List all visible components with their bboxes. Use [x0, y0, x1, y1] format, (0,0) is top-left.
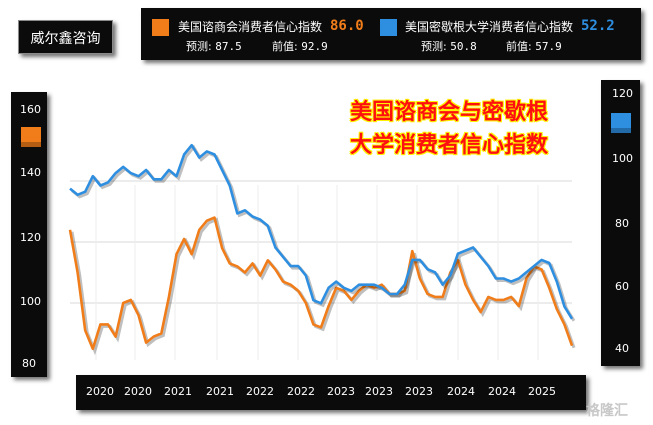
- x-tick: 2020: [86, 385, 114, 398]
- bottom-axis-panel: 2020 2020 2021 2021 2022 2022 2023 2023 …: [76, 375, 586, 410]
- right-tick: 100: [612, 152, 633, 165]
- forecast-label-s1: 预测:: [186, 40, 212, 53]
- right-axis-panel: 120 100 80 60 40: [601, 80, 640, 366]
- series-shadow: [70, 217, 576, 356]
- right-tick: 60: [615, 280, 629, 293]
- x-tick: 2023: [327, 385, 355, 398]
- legend-prev-s2: 前值: 57.9: [506, 38, 562, 54]
- x-tick: 2025: [528, 385, 556, 398]
- chart-title-line1: 美国谘商会与密歇根: [349, 100, 548, 125]
- left-tick: 120: [20, 231, 41, 244]
- left-tick: 80: [22, 357, 36, 370]
- left-axis-swatch: [21, 127, 41, 147]
- forecast-label-s2: 预测:: [421, 40, 447, 53]
- forecast-value-s1: 87.5: [215, 40, 242, 53]
- legend-prev-s1: 前值: 92.9: [272, 38, 328, 54]
- legend-name-s1: 美国谘商会消费者信心指数: [178, 20, 323, 34]
- left-tick: 160: [20, 103, 41, 116]
- left-tick: 140: [20, 166, 41, 179]
- legend-swatch-s2: [380, 19, 397, 36]
- right-axis-swatch: [611, 113, 631, 133]
- legend-swatch-s1: [152, 19, 169, 36]
- x-tick: 2024: [447, 385, 475, 398]
- x-tick: 2021: [164, 385, 192, 398]
- left-axis-panel: 160 140 120 100 80: [11, 92, 47, 377]
- gridlines: [70, 180, 572, 360]
- prev-label-s2: 前值:: [506, 40, 532, 53]
- legend-forecast-s1: 预测: 87.5: [186, 38, 242, 54]
- right-tick: 40: [615, 342, 629, 355]
- left-tick: 100: [20, 295, 41, 308]
- prev-value-s1: 92.9: [301, 40, 328, 53]
- legend-value-s2: 52.2: [581, 18, 615, 34]
- x-tick: 2020: [124, 385, 152, 398]
- legend-name-s2: 美国密歇根大学消费者信心指数: [405, 20, 574, 34]
- chart-title: 美国谘商会与密歇根 大学消费者信心指数: [310, 96, 588, 162]
- x-tick: 2023: [365, 385, 393, 398]
- x-tick: 2024: [488, 385, 516, 398]
- forecast-value-s2: 50.8: [450, 40, 477, 53]
- legend-forecast-s2: 预测: 50.8: [421, 38, 477, 54]
- brand-label: 威尔鑫咨询: [30, 31, 101, 47]
- series-line-michigan: [69, 143, 574, 320]
- chart-title-line2: 大学消费者信心指数: [349, 133, 548, 158]
- watermark: 格隆汇: [586, 403, 628, 419]
- series-line-conference-board: [68, 216, 574, 351]
- x-tick: 2021: [206, 385, 234, 398]
- prev-label-s1: 前值:: [272, 40, 298, 53]
- x-tick: 2022: [246, 385, 274, 398]
- right-tick: 120: [612, 87, 633, 100]
- right-tick: 80: [615, 217, 629, 230]
- series-lines: [68, 143, 576, 356]
- x-tick: 2023: [405, 385, 433, 398]
- brand-box: 威尔鑫咨询: [18, 20, 113, 54]
- x-tick: 2022: [287, 385, 315, 398]
- legend-panel: 美国谘商会消费者信心指数 86.0 预测: 87.5 前值: 92.9 美国密歇…: [141, 8, 641, 60]
- legend-value-s1: 86.0: [330, 18, 364, 34]
- prev-value-s2: 57.9: [535, 40, 562, 53]
